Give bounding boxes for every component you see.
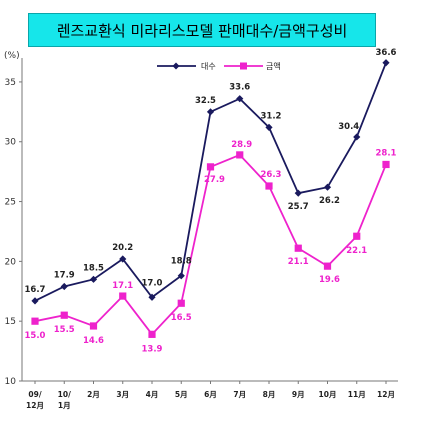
data-labels: 16.7 17.9 18.5 20.2 17.0 18.8 32.5 33.6 31.2 25.7… [25,48,397,355]
series-1-point [60,282,68,291]
data-label: 18.8 [171,257,192,267]
data-label: 16.5 [171,313,192,323]
x-tick-label: 5月 [175,390,188,399]
y-tick-label: 35 [5,78,16,88]
axes [19,58,398,384]
tick-labels: 10 15 20 25 30 35 09/12月 10/1月 2月 3月 4月 5月 6月 7月 8月 9月 1… [5,78,395,410]
x-tick-label: 6月 [204,390,217,399]
y-tick-label: 25 [5,198,16,208]
series-2-point [89,322,98,330]
series-2-point [60,311,68,319]
y-tick-label: 15 [5,317,16,327]
legend-marker-1 [172,62,180,70]
data-label: 21.1 [288,257,309,267]
series-1-point [323,183,332,191]
legend-marker-2 [240,62,247,70]
data-label: 15.5 [54,325,75,335]
series-2-point [177,299,185,307]
series-1-point [265,123,273,131]
x-tick-label: 10月 [319,390,337,399]
x-tick-label: 10/1月 [58,390,71,410]
series-2-point [236,151,244,159]
series-2-point [353,232,361,240]
series-2-point [148,330,156,338]
series-1-point [236,95,244,103]
data-label: 26.3 [261,170,282,180]
legend-label-1: 대수 [201,62,216,71]
series-1-point [177,272,185,280]
data-label: 28.9 [231,140,252,150]
y-tick-label: 20 [5,257,17,267]
series-2-point [382,160,390,169]
series-1-point [353,133,361,141]
data-label: 25.7 [288,202,309,212]
series-2-point [323,262,332,270]
series-1-point [119,255,127,263]
x-tick-label: 3月 [116,390,129,399]
data-label: 15.0 [25,331,46,341]
data-label: 17.1 [112,281,133,291]
data-label: 28.1 [376,148,397,158]
series-1-point [206,108,215,116]
data-label: 17.0 [142,278,163,288]
series-2-point [119,292,127,300]
data-label: 17.9 [54,270,75,280]
series-1-point [89,275,98,283]
data-label: 14.6 [83,336,104,346]
series-markers [31,59,390,338]
data-label: 19.6 [319,275,340,285]
x-tick-label: 2月 [87,390,100,399]
data-label: 20.2 [112,243,133,253]
data-label: 26.2 [319,196,340,206]
y-axis-unit-label: (%) [4,51,20,61]
series-2-point [206,163,215,171]
series-2-point [294,244,302,252]
x-tick-label: 4月 [146,390,159,399]
series-2-point [31,317,39,325]
series-1-point [148,293,156,301]
y-tick-label: 30 [5,138,17,148]
series-1-point [31,297,39,305]
x-tick-label: 7月 [233,390,246,399]
data-label: 13.9 [142,344,163,354]
data-label: 18.5 [83,263,104,273]
data-label: 16.7 [25,285,46,295]
data-label: 30.4 [338,122,359,132]
data-label: 31.2 [261,111,282,121]
data-label: 22.1 [346,246,367,256]
series-1-point [294,189,302,197]
x-tick-label: 09/12月 [26,390,44,410]
legend: 대수 금액 [157,61,281,71]
chart-title: 렌즈교환식 미라리스모델 판매대수/금액구성비 [28,13,376,47]
data-label: 32.5 [195,96,216,106]
data-label: 33.6 [229,83,250,93]
x-tick-label: 9月 [292,390,305,399]
y-tick-label: 10 [5,377,17,387]
series-1-point [382,59,390,67]
legend-label-2: 금액 [266,61,281,71]
data-label: 36.6 [376,48,397,58]
x-tick-label: 12月 [377,390,395,399]
x-tick-label: 8月 [263,390,276,399]
series-2-point [265,182,273,190]
data-label: 27.9 [204,175,225,185]
x-tick-label: 11月 [348,390,366,399]
